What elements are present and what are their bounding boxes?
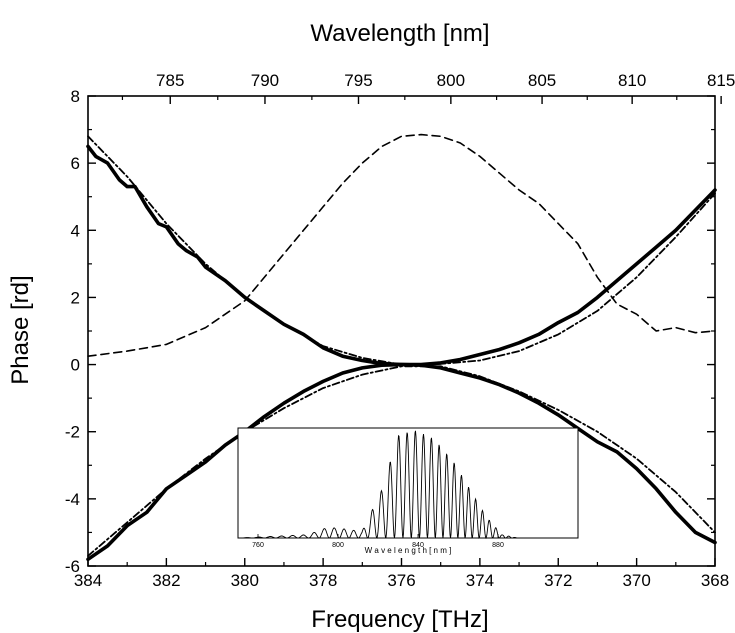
inset-curve [238,430,578,540]
top-tick-label: 810 [618,71,646,90]
inset-x-tick-label: 800 [332,542,344,549]
top-axis-title: Wavelength [nm] [310,20,489,47]
x-tick-label: 378 [309,571,337,590]
top-tick-label: 805 [528,71,556,90]
series-line-5-dashed [87,133,716,357]
inset-axis: 760 800 840 880 [252,534,504,549]
y-tick-label: -6 [65,557,80,576]
top-tick-label: 785 [156,71,184,90]
y-tick-label: 6 [71,154,80,173]
inset-x-tick-label: 760 [252,542,264,549]
series-line-4-dash-dot [87,365,716,557]
x-tick-label: 374 [466,571,494,590]
curves [86,133,717,562]
inset-x-tick-label: 840 [412,542,424,549]
y-axis-title: Phase [rd] [7,275,34,384]
right-axis-ticks [707,95,715,567]
y-tick-label: 2 [71,288,80,307]
x-tick-label: 368 [701,571,729,590]
x-tick-label: 384 [74,571,102,590]
x-tick-label: 370 [622,571,650,590]
top-tick-label: 800 [437,71,465,90]
inset-x-axis-title: W a v e l e n g t h [ n m ] [365,546,452,555]
inset-spectrum-line [238,430,578,540]
top-axis: 785 790 795 800 805 810 815 [121,71,735,104]
x-tick-label: 380 [231,571,259,590]
x-tick-label: 382 [152,571,180,590]
y-tick-label: 8 [71,87,80,106]
x-axis-title: Frequency [THz] [311,606,488,633]
left-axis: -6 -4 -2 0 2 4 6 8 [65,87,96,576]
top-tick-label: 815 [707,71,735,90]
y-tick-label: 4 [71,221,80,240]
inset-x-tick-label: 880 [492,542,504,549]
y-tick-label: -4 [65,490,80,509]
x-tick-label: 372 [544,571,572,590]
top-tick-label: 790 [251,71,279,90]
top-tick-label: 795 [344,71,372,90]
x-tick-label: 376 [387,571,415,590]
series-line-2-dash-dot [87,135,716,366]
y-tick-label: 0 [71,356,80,375]
y-tick-label: -2 [65,423,80,442]
series-line-1-solid-thick [86,144,717,367]
inset-spectrum: 760 800 840 880 W a v e l e n g t h [ n m ] [237,427,579,555]
bottom-axis: 384 382 380 378 376 374 372 370 368 [74,558,729,590]
series-line-3-solid-thick [86,362,717,562]
